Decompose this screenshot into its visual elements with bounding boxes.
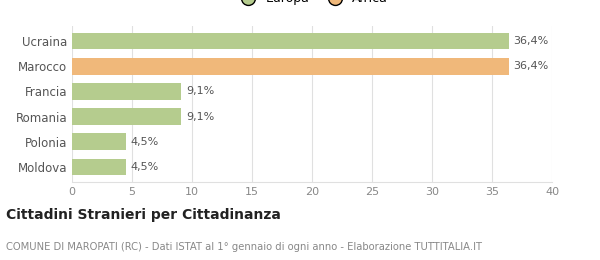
Text: 4,5%: 4,5% xyxy=(131,137,159,147)
Bar xyxy=(72,33,509,49)
Bar xyxy=(72,159,126,175)
Text: 4,5%: 4,5% xyxy=(131,162,159,172)
Bar xyxy=(72,58,509,75)
Bar xyxy=(72,83,181,100)
Bar xyxy=(72,133,126,150)
Text: COMUNE DI MAROPATI (RC) - Dati ISTAT al 1° gennaio di ogni anno - Elaborazione T: COMUNE DI MAROPATI (RC) - Dati ISTAT al … xyxy=(6,242,482,252)
Bar xyxy=(72,108,181,125)
Text: 36,4%: 36,4% xyxy=(514,36,549,46)
Text: 36,4%: 36,4% xyxy=(514,61,549,71)
Legend: Europa, Africa: Europa, Africa xyxy=(232,0,392,9)
Text: 9,1%: 9,1% xyxy=(186,86,214,96)
Text: Cittadini Stranieri per Cittadinanza: Cittadini Stranieri per Cittadinanza xyxy=(6,208,281,222)
Text: 9,1%: 9,1% xyxy=(186,112,214,122)
